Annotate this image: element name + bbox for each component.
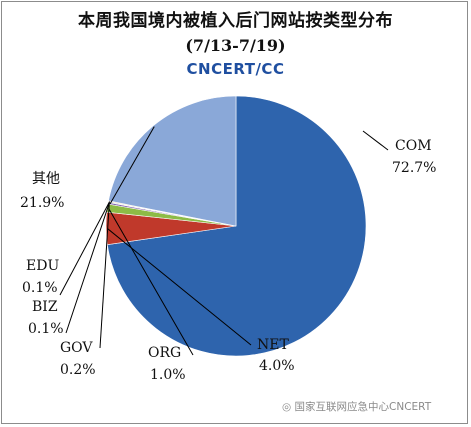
cncert-logo: CNCERT/CC: [186, 60, 285, 78]
slice-value-NET: 4.0%: [259, 358, 295, 374]
slice-label-GOV: GOV: [60, 340, 93, 356]
slice-value-COM: 72.7%: [392, 160, 436, 176]
leader-line-EDU: [59, 201, 111, 296]
slice-label-BIZ: BIZ: [32, 299, 58, 315]
slice-label-COM: COM: [395, 138, 432, 154]
slice-label-ORG: ORG: [148, 345, 181, 361]
wechat-icon: ◎: [282, 401, 292, 413]
leader-line-GOV: [99, 203, 110, 349]
slice-value-GOV: 0.2%: [60, 362, 96, 378]
leader-line-COM: [362, 130, 389, 151]
pie-slice-其他: [108, 95, 237, 227]
slice-value-EDU: 0.1%: [22, 280, 58, 296]
chart-subtitle: (7/13-7/19): [185, 36, 286, 55]
leader-line-其他: [109, 126, 155, 205]
leader-line-ORG: [108, 208, 194, 356]
chart-title: 本周我国境内被植入后门网站按类型分布: [78, 11, 393, 31]
slice-value-BIZ: 0.1%: [28, 321, 64, 337]
watermark-text: 国家互联网应急中心CNCERT: [294, 401, 432, 413]
slice-value-ORG: 1.0%: [150, 367, 186, 383]
watermark: ◎ 国家互联网应急中心CNCERT: [282, 399, 431, 414]
leader-line-BIZ: [65, 202, 110, 334]
slice-label-其他: 其他: [32, 171, 60, 187]
pie-slice-COM: [107, 95, 367, 357]
slice-label-EDU: EDU: [26, 258, 59, 274]
slice-value-其他: 21.9%: [20, 195, 64, 211]
slice-label-NET: NET: [257, 337, 289, 353]
